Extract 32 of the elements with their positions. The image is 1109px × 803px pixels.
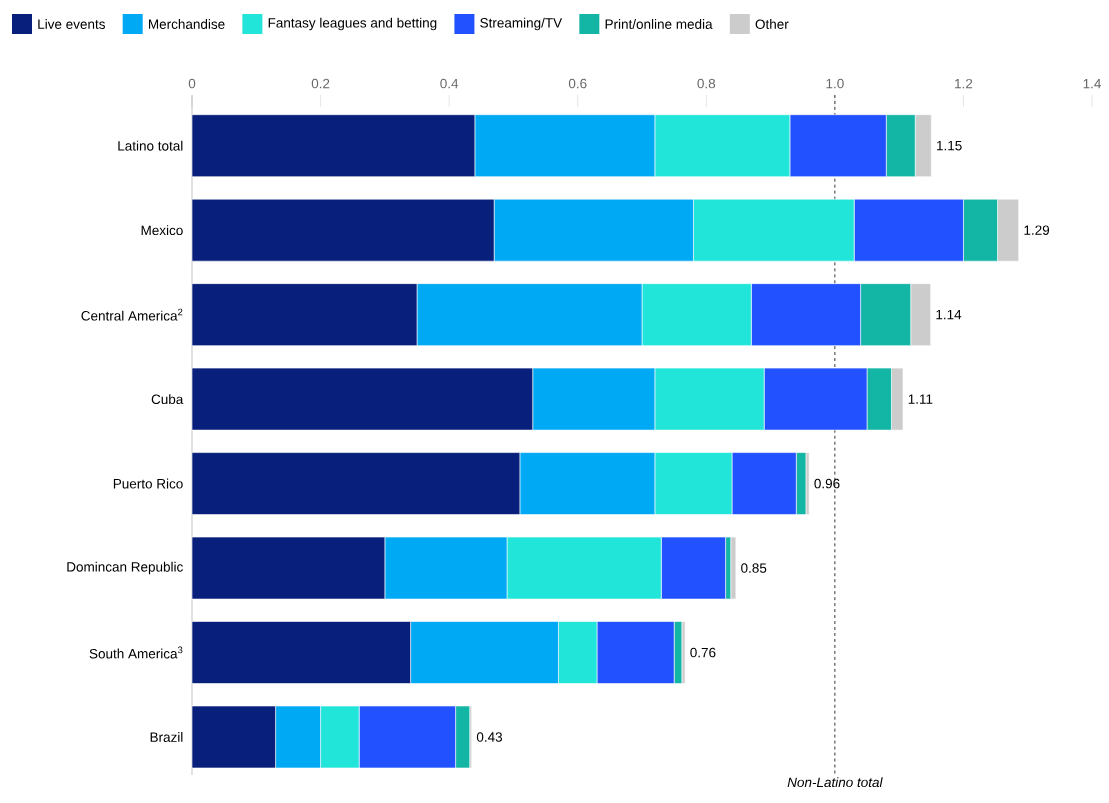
x-tick-label: 0.8 <box>697 78 716 89</box>
total-label: 0.76 <box>690 647 716 658</box>
x-tick-label: 0 <box>188 78 196 89</box>
total-label: 1.11 <box>908 394 933 404</box>
x-tick-label: 1.0 <box>826 78 844 89</box>
total-label: 1.15 <box>937 140 962 151</box>
legend-label: Fantasy leagues and betting <box>268 17 437 31</box>
bar <box>730 536 737 600</box>
y-tick-label: Central America$^{2}$ <box>81 308 183 321</box>
y-tick-label: Latino total <box>118 140 183 151</box>
legend-label: Print/online media <box>605 19 713 29</box>
x-tick-label: 0.2 <box>311 78 330 89</box>
y-tick-label: Brazil <box>150 732 183 742</box>
x-tick-label: 1.4 <box>1083 79 1101 89</box>
ref-line-label: Non-Latino total <box>787 777 883 788</box>
x-tick-label: 0.4 <box>440 78 459 89</box>
total-label: 0.85 <box>741 563 767 573</box>
total-label: 1.14 <box>936 310 962 320</box>
y-tick-label: Domincan Republic <box>67 561 183 575</box>
y-tick-label: Puerto Rico <box>113 478 183 489</box>
y-tick-label: South America$^{3}$ <box>89 646 183 659</box>
y-tick-label: Cuba <box>151 394 184 405</box>
total-label: 1.29 <box>1024 225 1050 235</box>
x-tick-label: 1.2 <box>955 78 973 89</box>
legend-label: Merchandise <box>149 19 225 29</box>
legend-label: Live events <box>38 19 105 29</box>
x-tick-label: 0.6 <box>568 78 587 89</box>
total-label: 0.43 <box>476 732 503 742</box>
y-tick-label: Mexico <box>141 225 183 236</box>
total-label: 0.96 <box>814 478 840 489</box>
legend-label: Other <box>755 19 789 29</box>
legend-label: Streaming/TV <box>480 17 563 31</box>
